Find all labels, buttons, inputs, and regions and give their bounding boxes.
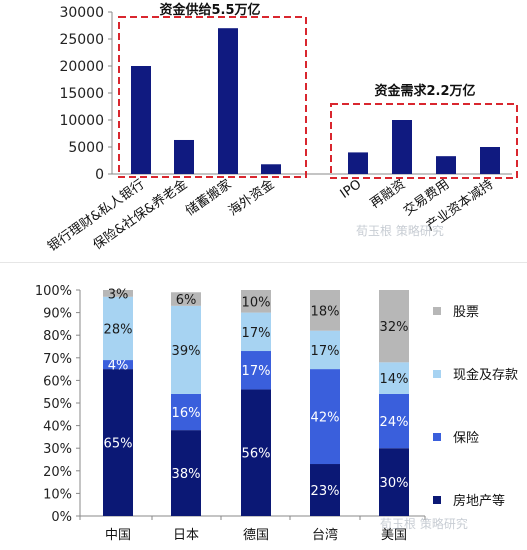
bar-segment: [171, 292, 201, 306]
category-label: 日本: [173, 528, 199, 543]
asset-allocation-stacked-chart: 0% 10% 20% 30% 40% 50% 60% 70% 80% 90% 100% 65% 4% 28…: [35, 284, 518, 543]
bar: [348, 152, 368, 174]
bar-segment: [103, 296, 133, 361]
bar-segment: [379, 290, 409, 363]
data-label: 18%: [311, 304, 340, 319]
supply-demand-bar-chart: 0 5000 10000 15000 20000 25000 30000 资金供给5.5万亿资…: [45, 2, 518, 255]
category-label: 储蓄搬家: [183, 176, 235, 219]
category-label: 海外资金: [226, 176, 278, 219]
y-tick-label: 0%: [51, 510, 72, 525]
y-tick-label: 80%: [43, 329, 72, 344]
y-tick-label: 20%: [43, 465, 72, 480]
data-label: 17%: [311, 344, 340, 359]
legend-swatch: [433, 433, 441, 441]
y-tick-label: 15000: [59, 86, 104, 102]
legend-label: 房地产等: [453, 493, 505, 509]
bar-segment: [171, 305, 201, 394]
bar-segment: [310, 330, 340, 370]
bar-segment: [171, 430, 201, 516]
data-label: 23%: [311, 484, 340, 499]
y-tick-label: 10%: [43, 487, 72, 502]
y-tick-label: 5000: [68, 140, 104, 156]
bar-segment: [379, 393, 409, 449]
bar-segment: [103, 360, 133, 370]
data-label: 14%: [380, 372, 409, 387]
data-label: 39%: [172, 344, 201, 359]
bar-segment: [379, 448, 409, 516]
category-label: 中国: [105, 528, 131, 543]
category-label: IPO: [338, 177, 365, 202]
bar: [218, 28, 238, 175]
data-label: 30%: [380, 476, 409, 491]
category-label: 台湾: [312, 527, 338, 543]
y-tick-label: 20000: [59, 59, 104, 75]
bar: [174, 139, 194, 174]
y-tick-label: 40%: [43, 420, 72, 435]
bar: [480, 147, 500, 174]
data-label: 32%: [380, 320, 409, 335]
legend-swatch: [433, 307, 441, 315]
bar-segment: [310, 464, 340, 516]
legend-swatch: [433, 370, 441, 378]
bar-segment: [103, 369, 133, 516]
bar: [436, 156, 456, 174]
y-tick-label: 50%: [43, 397, 72, 412]
legend-label: 保险: [453, 431, 479, 446]
annotation-box: [118, 16, 307, 178]
bar: [131, 66, 151, 174]
data-label: 10%: [242, 295, 271, 310]
bar-segment: [310, 369, 340, 465]
bar-segment: [241, 290, 271, 313]
bar: [261, 164, 281, 174]
bar-segment: [379, 362, 409, 394]
data-label: 65%: [104, 437, 133, 452]
category-label: 美国: [381, 528, 407, 543]
bar-segment: [103, 290, 133, 297]
annotation-box: [330, 103, 518, 179]
data-label: 28%: [104, 322, 133, 337]
data-label: 24%: [380, 415, 409, 430]
data-label: 17%: [242, 364, 271, 379]
bar-segment: [171, 393, 201, 431]
y-tick-label: 0: [95, 167, 104, 183]
bar-segment: [241, 312, 271, 352]
bar-segment: [310, 290, 340, 331]
data-label: 3%: [108, 287, 129, 302]
y-tick-label: 70%: [43, 352, 72, 367]
y-tick-label: 30000: [59, 5, 104, 21]
y-tick-label: 30%: [43, 442, 72, 457]
y-tick-label: 25000: [59, 32, 104, 48]
legend-label: 现金及存款: [453, 367, 518, 383]
y-tick-label: 60%: [43, 374, 72, 389]
y-tick-label: 90%: [43, 307, 72, 322]
bar: [392, 120, 412, 174]
data-label: 42%: [311, 411, 340, 426]
data-label: 17%: [242, 326, 271, 341]
legend-label: 股票: [453, 305, 479, 320]
annotation-demand: 资金需求2.2万亿: [374, 83, 475, 99]
y-tick-label: 100%: [35, 284, 72, 299]
data-label: 6%: [176, 293, 197, 308]
data-label: 38%: [172, 467, 201, 482]
chart-divider: [0, 262, 527, 263]
data-label: 16%: [172, 406, 201, 421]
data-label: 4%: [108, 359, 129, 374]
y-tick-label: 10000: [59, 113, 104, 129]
watermark-bottom: 荀玉根 策略研究: [380, 517, 468, 531]
category-label: 德国: [243, 528, 269, 543]
legend-swatch: [433, 496, 441, 504]
data-label: 56%: [242, 447, 271, 462]
watermark-top: 荀玉根 策略研究: [356, 224, 444, 238]
bar-segment: [241, 351, 271, 390]
bar-segment: [241, 389, 271, 516]
annotation-supply: 资金供给5.5万亿: [159, 2, 260, 18]
